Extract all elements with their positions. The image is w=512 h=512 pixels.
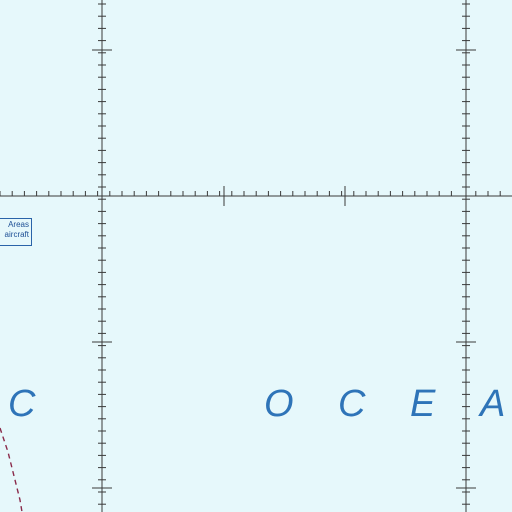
ocean-label-letter: C <box>8 383 36 425</box>
ocean-label-letter: A <box>480 383 506 425</box>
ocean-label-letter: C <box>338 383 366 425</box>
ocean-label-letter: E <box>410 383 436 425</box>
map-note-line-1: Areas <box>8 220 29 229</box>
ocean-label-letter: O <box>264 383 294 425</box>
map-note-line-2: aircraft <box>4 230 29 239</box>
graticule-ticks <box>0 0 501 505</box>
boundary-line <box>0 427 23 512</box>
map-note-box: Areas aircraft <box>0 218 32 246</box>
